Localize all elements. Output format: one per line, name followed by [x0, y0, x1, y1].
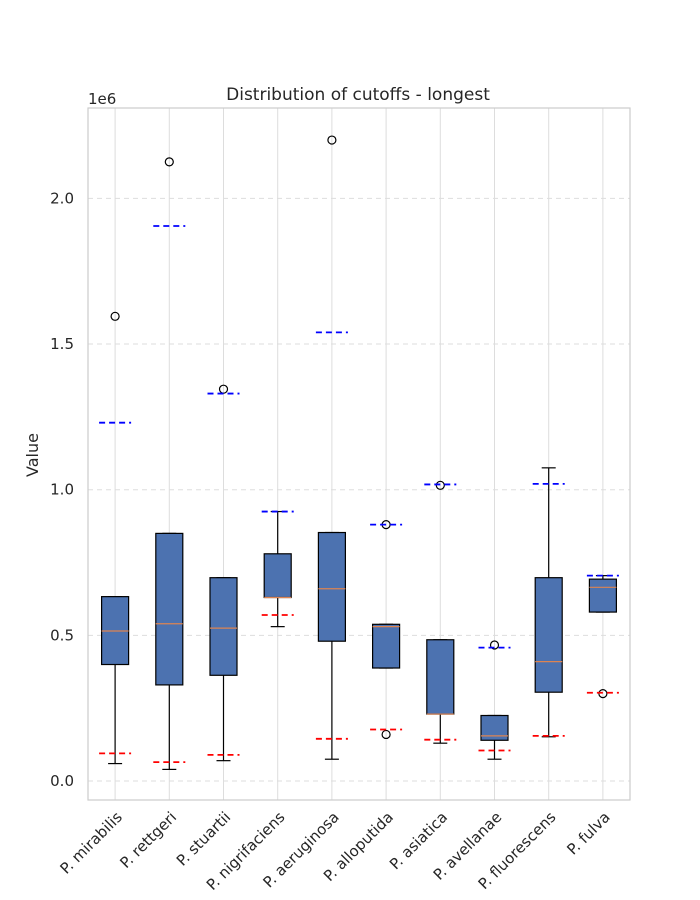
plot-frame: [87, 107, 631, 801]
chart-title: Distribution of cutoffs - longest: [226, 85, 490, 105]
box-series: [99, 135, 619, 771]
outlier-point: [327, 135, 337, 145]
box-group: [370, 520, 403, 740]
box-group: [207, 384, 240, 762]
outlier-point: [381, 729, 391, 740]
box-body: [588, 578, 618, 613]
y-tick-label: 1.0: [50, 481, 74, 499]
box-group: [315, 135, 348, 760]
outlier-point: [110, 311, 120, 321]
box-group: [478, 640, 511, 760]
box-body: [317, 531, 346, 642]
box-body: [263, 553, 292, 599]
outlier-point: [164, 157, 174, 167]
box-body: [480, 714, 509, 741]
y-tick-label: 0.0: [50, 772, 74, 790]
y-axis-offset-label: 1e6: [88, 90, 116, 108]
y-tick-label: 2.0: [50, 189, 74, 207]
y-tick-label: 0.5: [50, 626, 74, 644]
box-body: [155, 532, 184, 686]
box-body: [426, 639, 455, 715]
box-body: [372, 623, 401, 669]
box-body: [209, 577, 238, 676]
box-group: [532, 467, 565, 738]
box-group: [261, 510, 294, 628]
box-body: [534, 577, 563, 693]
box-group: [99, 311, 132, 765]
y-tick-label: 1.5: [50, 335, 74, 353]
box-group: [153, 157, 186, 771]
outlier-point: [489, 640, 500, 650]
box-group: [586, 574, 619, 699]
y-axis-label: Value: [23, 433, 42, 477]
box-group: [424, 480, 457, 744]
